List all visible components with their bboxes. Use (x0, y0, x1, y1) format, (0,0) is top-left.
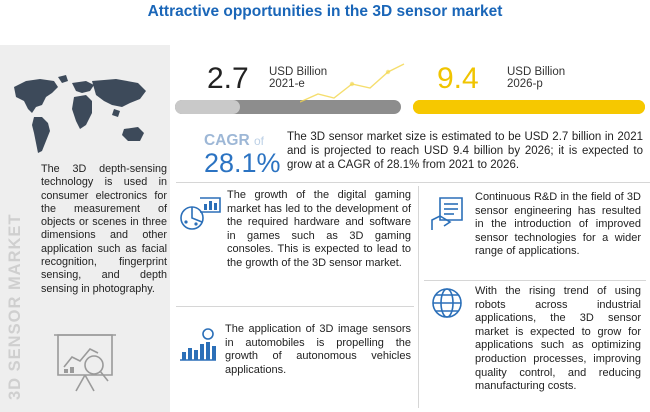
rnd-highlight: Continuous R&D in the field of 3D sensor… (475, 191, 641, 258)
cagr-of: of (253, 134, 264, 148)
gaming-analytics-icon (180, 197, 221, 230)
world-map-icon (14, 75, 146, 153)
vertical-market-label: 3D SENSOR MARKET (6, 213, 24, 400)
current-progress-bar (175, 100, 401, 114)
automobiles-highlight: The application of 3D image sensors in a… (225, 323, 411, 376)
projected-progress-bar (413, 100, 645, 114)
projected-unit-line1: USD Billion (507, 66, 566, 78)
cagr-word: CAGR (204, 132, 250, 149)
page-title: Attractive opportunities in the 3D senso… (147, 3, 503, 20)
projected-unit: USD Billion 2026-p (507, 66, 566, 90)
analysis-chart-icon (54, 334, 116, 392)
sidebar-description: The 3D depth-sensing technology is used … (41, 163, 167, 295)
document-hand-icon (431, 197, 463, 230)
bar-growth-icon (180, 328, 216, 361)
current-size-card: 2.7 USD Billion 2021-e (171, 54, 407, 134)
sidebar-panel: 3D SENSOR MARKET The 3D depth-sensing te… (0, 45, 170, 412)
projected-value: 9.4 (437, 62, 479, 95)
cagr-label: CAGR of (204, 132, 264, 150)
cagr-value: 28.1% (204, 148, 281, 178)
divider (418, 186, 419, 408)
robots-highlight: With the rising trend of using robots ac… (475, 285, 641, 393)
current-value: 2.7 (207, 62, 249, 95)
decorative-line-icon (300, 63, 405, 103)
current-unit-line2: 2021-e (269, 77, 305, 90)
divider (176, 182, 650, 183)
projected-unit-line2: 2026-p (507, 77, 543, 90)
cagr-description: The 3D sensor market size is estimated t… (287, 131, 643, 171)
current-unit: USD Billion 2021-e (269, 66, 328, 90)
divider (176, 306, 414, 307)
projected-size-card: 9.4 USD Billion 2026-p (409, 54, 650, 134)
globe-icon (432, 288, 462, 318)
current-unit-line1: USD Billion (269, 66, 328, 78)
current-progress-fill (175, 100, 240, 114)
gaming-highlight: The growth of the digital gaming market … (227, 189, 411, 269)
projected-progress-fill (413, 100, 645, 114)
divider (424, 280, 646, 281)
